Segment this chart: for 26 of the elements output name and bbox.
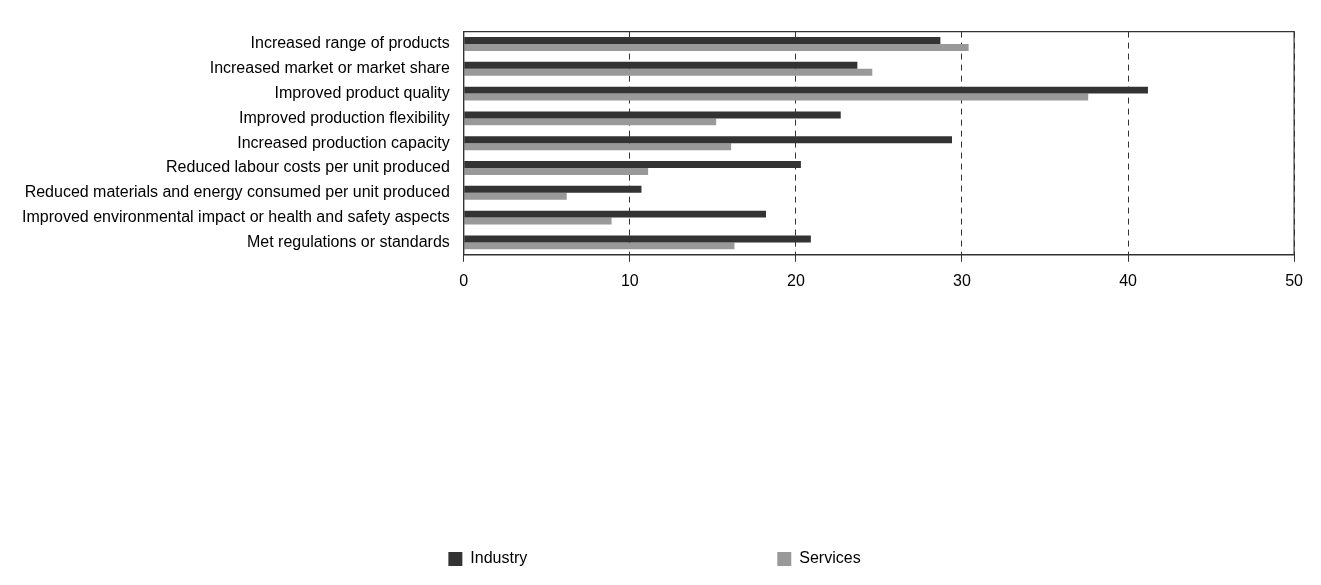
- bar: [464, 93, 1089, 101]
- y-tick-label: Improved product quality: [274, 84, 450, 102]
- bar: [464, 68, 873, 76]
- y-tick-label: Increased production capacity: [237, 133, 450, 151]
- y-tick-label: Increased market or market share: [209, 59, 450, 77]
- y-tick-label: Improved production flexibility: [239, 108, 450, 126]
- x-tick-label: 10: [620, 271, 639, 289]
- legend-label: Services: [799, 549, 861, 567]
- bar: [464, 44, 969, 51]
- x-tick-label: 50: [1285, 271, 1304, 289]
- bar: [464, 242, 735, 250]
- bar: [464, 143, 732, 151]
- y-tick-label: Reduced labour costs per unit produced: [166, 158, 450, 176]
- x-tick-label: 20: [787, 271, 805, 289]
- bar: [464, 217, 612, 225]
- y-tick-label: Met regulations or standards: [247, 232, 450, 250]
- x-tick-label: 30: [953, 271, 971, 289]
- bar: [464, 168, 649, 175]
- legend-label: Industry: [470, 549, 528, 567]
- bar: [464, 192, 567, 200]
- bar: [464, 118, 717, 126]
- x-tick-label: 40: [1119, 271, 1138, 289]
- y-tick-label: Reduced materials and energy consumed per unit produced: [24, 183, 450, 201]
- x-tick-label: 0: [459, 271, 469, 289]
- y-tick-label: Improved environmental impact or health and safety aspects: [22, 208, 450, 226]
- y-tick-label: Increased range of products: [250, 34, 450, 52]
